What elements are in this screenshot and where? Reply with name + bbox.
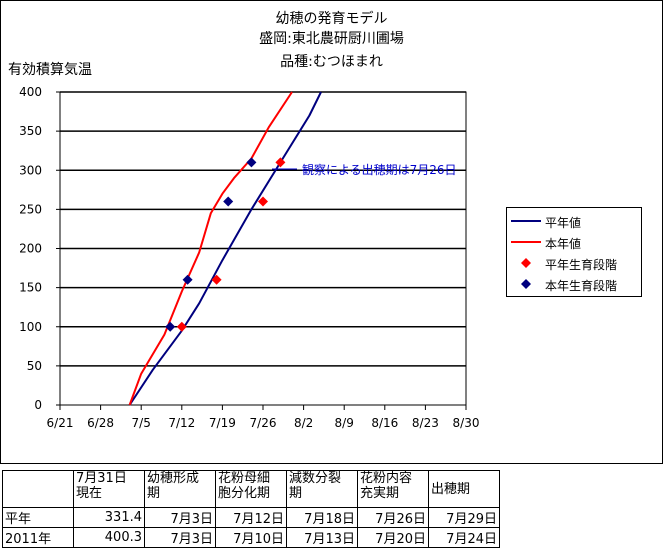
chart-subtitle-location: 盛岡:東北農研厨川圃場 xyxy=(259,31,404,47)
legend-item-normal-stage: 平年生育段階 xyxy=(507,254,641,272)
x-tick-label: 8/23 xyxy=(412,416,439,430)
y-tick-label: 0 xyxy=(34,398,42,412)
y-tick-label: 250 xyxy=(19,202,42,216)
table-cell: 平年 xyxy=(2,507,74,528)
x-tick-label: 6/28 xyxy=(87,416,114,430)
table-header-cell: 幼穂形成 期 xyxy=(144,470,216,508)
y-tick-label: 300 xyxy=(19,163,42,177)
x-tick-label: 8/2 xyxy=(294,416,313,430)
table-cell: 7月12日 xyxy=(215,507,287,528)
x-tick-label: 8/16 xyxy=(371,416,398,430)
legend-marker-red-diamond-icon xyxy=(521,258,531,268)
y-tick-label: 100 xyxy=(19,320,42,334)
table-cell: 7月3日 xyxy=(144,507,216,528)
legend-label-current-stage: 本年生育段階 xyxy=(545,279,618,293)
y-tick-label: 400 xyxy=(19,85,42,99)
x-tick-label: 7/26 xyxy=(250,416,277,430)
legend-item-normal: 平年値 xyxy=(507,212,641,230)
legend-label-normal: 平年値 xyxy=(545,216,582,230)
stage-marker xyxy=(176,321,187,332)
table-cell: 7月24日 xyxy=(428,527,500,548)
table-header-row: 7月31日 現在 幼穂形成 期 花粉母細 胞分化期 減数分裂 期 花粉内容 充実… xyxy=(2,470,500,508)
y-tick-label: 50 xyxy=(27,359,42,373)
table-cell: 7月26日 xyxy=(357,507,429,528)
y-axis-label: 有効積算気温 xyxy=(8,62,92,78)
legend-line-current-icon xyxy=(511,241,541,243)
stage-marker xyxy=(258,196,268,207)
table-header-cell: 花粉内容 充実期 xyxy=(357,470,429,508)
table-cell: 7月20日 xyxy=(357,527,429,548)
x-tick-label: 8/9 xyxy=(335,416,354,430)
table-header-cell: 出穂期 xyxy=(428,470,500,508)
table-cell: 331.4 xyxy=(73,507,145,528)
y-tick-label: 350 xyxy=(19,124,42,138)
table-row: 2011年 400.3 7月3日 7月10日 7月13日 7月20日 7月24日 xyxy=(2,527,500,548)
chart-title: 幼穂の発育モデル xyxy=(275,11,388,27)
series-line-current xyxy=(128,91,293,406)
legend: 平年値 本年値 平年生育段階 本年生育段階 xyxy=(506,207,642,297)
x-tick-label: 7/5 xyxy=(132,416,151,430)
x-tick-label: 7/12 xyxy=(168,416,195,430)
chart-svg: 0 50 100 150 200 250 300 350 400 6/21 6/28 7/5 7/12 7… xyxy=(19,85,480,430)
table-cell: 7月13日 xyxy=(286,527,358,548)
y-tick-label: 200 xyxy=(19,242,42,256)
table-header-cell xyxy=(2,470,74,508)
legend-label-normal-stage: 平年生育段階 xyxy=(545,258,618,272)
stage-marker xyxy=(165,321,176,332)
x-tick-label: 7/19 xyxy=(209,416,236,430)
table-cell: 7月10日 xyxy=(215,527,287,548)
x-tick-label: 8/30 xyxy=(453,416,480,430)
stage-marker xyxy=(182,274,193,285)
legend-marker-navy-diamond-icon xyxy=(521,279,531,289)
legend-item-current-stage: 本年生育段階 xyxy=(507,275,641,293)
legend-item-current: 本年値 xyxy=(507,233,641,251)
series-line-normal xyxy=(128,91,322,406)
table-row: 平年 331.4 7月3日 7月12日 7月18日 7月26日 7月29日 xyxy=(2,507,500,528)
y-tick-label: 150 xyxy=(19,281,42,295)
table-cell: 7月29日 xyxy=(428,507,500,528)
table-cell: 7月3日 xyxy=(144,527,216,548)
table-header-cell: 7月31日 現在 xyxy=(73,470,145,508)
chart-subtitle-variety: 品種:むつほまれ xyxy=(280,54,383,70)
table-cell: 400.3 xyxy=(73,527,145,548)
growth-stage-table: 7月31日 現在 幼穂形成 期 花粉母細 胞分化期 減数分裂 期 花粉内容 充実… xyxy=(2,470,500,548)
table-header-cell: 減数分裂 期 xyxy=(286,470,358,508)
stage-marker xyxy=(223,196,234,207)
stage-marker xyxy=(246,157,257,168)
stage-marker xyxy=(211,274,222,285)
legend-line-normal-icon xyxy=(511,220,541,222)
table-header-cell: 花粉母細 胞分化期 xyxy=(215,470,287,508)
table-cell: 2011年 xyxy=(2,527,74,548)
x-tick-label: 6/21 xyxy=(47,416,74,430)
legend-label-current: 本年値 xyxy=(545,237,582,251)
stage-marker xyxy=(275,157,286,168)
table-cell: 7月18日 xyxy=(286,507,358,528)
heading-date-annotation: 観察による出穂期は7月26日 xyxy=(302,163,457,177)
